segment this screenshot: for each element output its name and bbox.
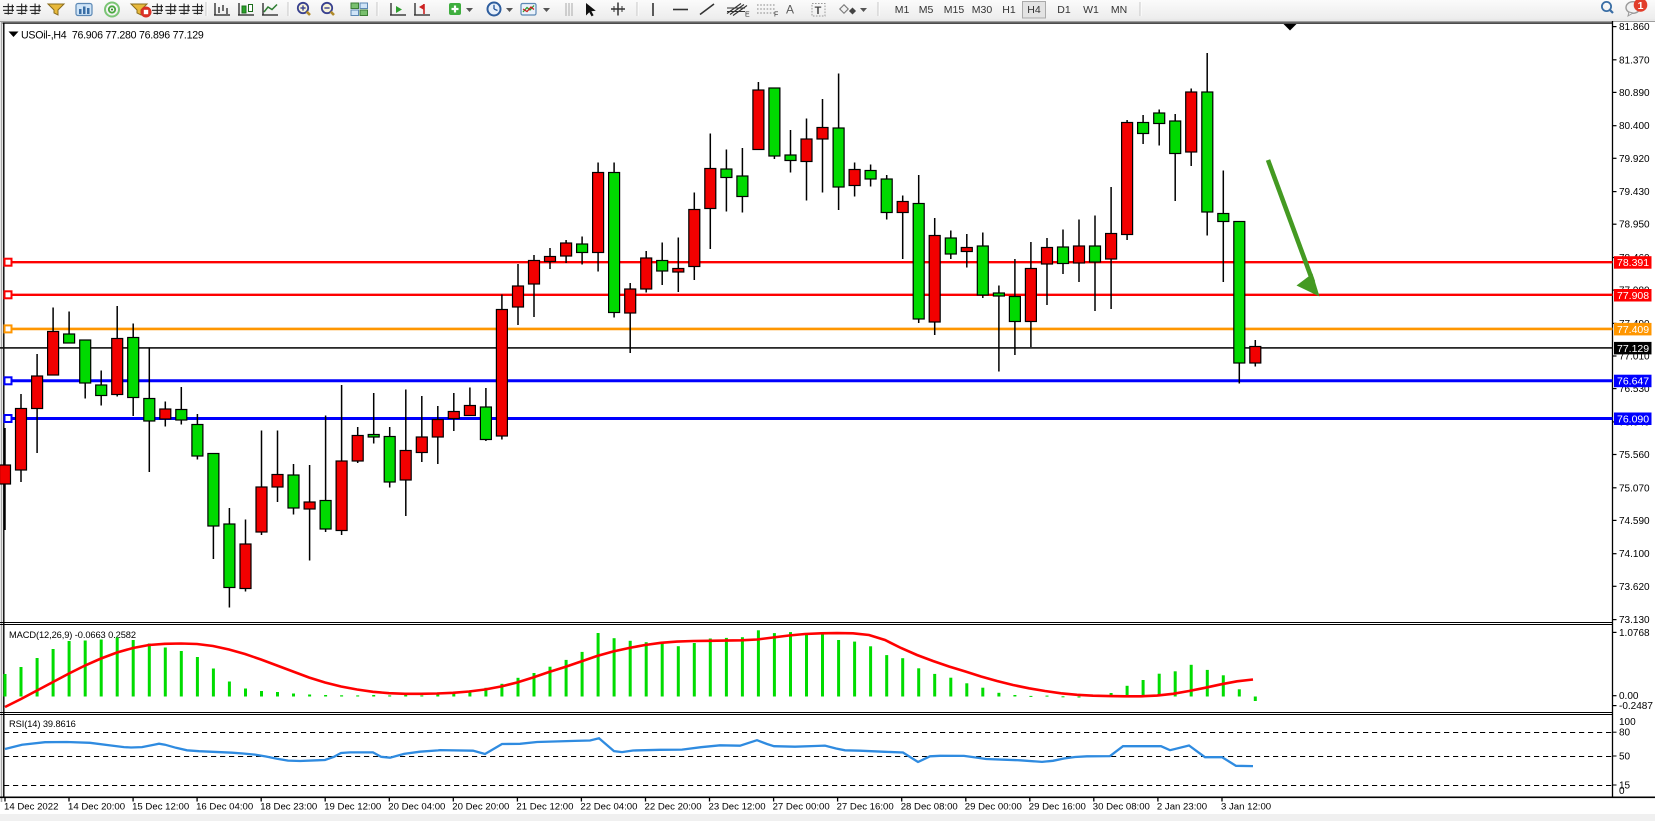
svg-text:79.920: 79.920 (1619, 154, 1650, 165)
svg-text:M5: M5 (919, 4, 934, 16)
svg-text:22 Dec 20:00: 22 Dec 20:00 (645, 802, 702, 813)
svg-text:E: E (745, 12, 750, 19)
svg-text:79.430: 79.430 (1619, 187, 1650, 198)
svg-text:30 Dec 08:00: 30 Dec 08:00 (1093, 802, 1150, 813)
svg-text:H1: H1 (1002, 4, 1016, 16)
svg-text:0.00: 0.00 (1619, 691, 1639, 702)
svg-text:14 Dec 2022: 14 Dec 2022 (4, 802, 58, 813)
svg-text:14 Dec 20:00: 14 Dec 20:00 (68, 802, 125, 813)
svg-text:RSI(14) 39.8616: RSI(14) 39.8616 (9, 719, 76, 729)
svg-text:F: F (774, 12, 778, 19)
svg-text:22 Dec 04:00: 22 Dec 04:00 (580, 802, 637, 813)
svg-text:20 Dec 20:00: 20 Dec 20:00 (452, 802, 509, 813)
svg-text:74.100: 74.100 (1619, 549, 1650, 560)
svg-text:D1: D1 (1057, 4, 1071, 16)
svg-text:M30: M30 (972, 4, 993, 16)
svg-text:100: 100 (1619, 717, 1636, 728)
svg-text:29 Dec 16:00: 29 Dec 16:00 (1029, 802, 1086, 813)
svg-text:3 Jan 12:00: 3 Jan 12:00 (1221, 802, 1271, 813)
svg-text:18 Dec 23:00: 18 Dec 23:00 (260, 802, 317, 813)
svg-text:T: T (815, 5, 822, 17)
svg-text:16 Dec 04:00: 16 Dec 04:00 (196, 802, 253, 813)
svg-text:27 Dec 16:00: 27 Dec 16:00 (837, 802, 894, 813)
svg-text:80.400: 80.400 (1619, 121, 1650, 132)
svg-text:15 Dec 12:00: 15 Dec 12:00 (132, 802, 189, 813)
svg-text:74.590: 74.590 (1619, 516, 1650, 527)
svg-text:50: 50 (1619, 752, 1631, 763)
svg-text:80.890: 80.890 (1619, 88, 1650, 99)
svg-text:76.647: 76.647 (1617, 376, 1649, 388)
svg-text:MACD(12,26,9) -0.0663 0.2582: MACD(12,26,9) -0.0663 0.2582 (9, 630, 136, 640)
svg-text:77.409: 77.409 (1617, 324, 1649, 336)
svg-text:1: 1 (1638, 0, 1644, 12)
svg-text:15: 15 (1619, 781, 1631, 792)
svg-text:W1: W1 (1083, 4, 1099, 16)
svg-text:75.560: 75.560 (1619, 450, 1650, 461)
svg-text:2 Jan 23:00: 2 Jan 23:00 (1157, 802, 1207, 813)
svg-text:MN: MN (1111, 4, 1127, 16)
svg-text:73.620: 73.620 (1619, 582, 1650, 593)
svg-text:77.129: 77.129 (1617, 343, 1649, 355)
svg-text:77.908: 77.908 (1617, 290, 1649, 302)
svg-text:77.010: 77.010 (1619, 352, 1650, 363)
svg-text:27 Dec 00:00: 27 Dec 00:00 (773, 802, 830, 813)
svg-text:78.950: 78.950 (1619, 220, 1650, 231)
svg-text:1.0768: 1.0768 (1619, 628, 1650, 639)
svg-text:0: 0 (1619, 786, 1625, 797)
svg-text:USOil-,H4 76.906 77.280 76.89: USOil-,H4 76.906 77.280 76.896 77.129 (21, 30, 204, 42)
svg-text:29 Dec 00:00: 29 Dec 00:00 (965, 802, 1022, 813)
svg-text:81.860: 81.860 (1619, 22, 1650, 33)
svg-text:23 Dec 12:00: 23 Dec 12:00 (709, 802, 766, 813)
svg-text:81.370: 81.370 (1619, 55, 1650, 66)
svg-text:73.130: 73.130 (1619, 615, 1650, 626)
svg-text:80: 80 (1619, 728, 1631, 739)
svg-text:78.391: 78.391 (1617, 257, 1649, 269)
svg-text:76.530: 76.530 (1619, 384, 1650, 395)
svg-text:M15: M15 (944, 4, 965, 16)
svg-text:75.070: 75.070 (1619, 483, 1650, 494)
svg-text:19 Dec 12:00: 19 Dec 12:00 (324, 802, 381, 813)
svg-text:20 Dec 04:00: 20 Dec 04:00 (388, 802, 445, 813)
svg-text:A: A (786, 3, 794, 17)
svg-text:M1: M1 (895, 4, 910, 16)
svg-text:H4: H4 (1027, 4, 1041, 16)
svg-text:-0.2487: -0.2487 (1619, 701, 1653, 712)
svg-text:28 Dec 08:00: 28 Dec 08:00 (901, 802, 958, 813)
svg-text:76.090: 76.090 (1617, 414, 1649, 426)
svg-text:21 Dec 12:00: 21 Dec 12:00 (516, 802, 573, 813)
